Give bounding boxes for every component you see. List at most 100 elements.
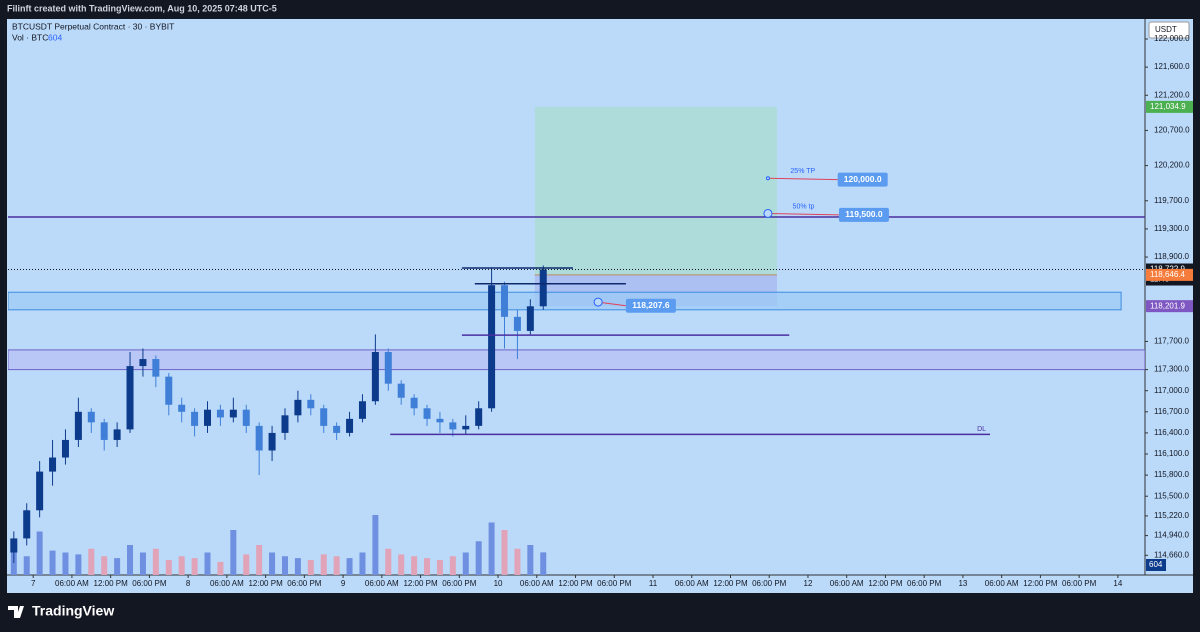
candle-body — [462, 425, 470, 430]
x-tick-label: 06:00 AM — [675, 579, 709, 588]
x-tick-label: 06:00 PM — [907, 579, 942, 588]
currency-box — [1148, 21, 1190, 39]
volume-bar — [281, 556, 288, 575]
x-tick-label: 7 — [31, 579, 36, 588]
volume-bar — [540, 552, 547, 575]
y-tick-label: 116,400.0 — [1154, 428, 1190, 437]
plot — [8, 106, 1145, 575]
volume-bar — [527, 545, 534, 575]
candle-body — [436, 418, 444, 423]
x-tick-label: 06:00 PM — [442, 579, 477, 588]
x-tick-label: 12 — [804, 579, 813, 588]
x-tick-label: 12:00 PM — [1023, 579, 1058, 588]
volume-bar — [424, 558, 431, 575]
x-tick-label: 06:00 AM — [520, 579, 554, 588]
brand-logo — [8, 606, 24, 618]
callout-label: 118,207.6 — [632, 300, 670, 310]
volume-bar — [333, 556, 340, 575]
y-tick-label: 117,000.0 — [1154, 386, 1190, 395]
volume-bar — [114, 558, 121, 575]
watermark: Filinft created with TradingView.com, Au… — [7, 3, 277, 13]
volume-bar — [23, 556, 30, 575]
x-tick-label: 11 — [649, 579, 658, 588]
y-tick-label: 122,000.0 — [1154, 34, 1190, 43]
candle-body — [526, 306, 534, 331]
x-tick-label: 06:00 AM — [210, 579, 244, 588]
volume-bar — [385, 548, 392, 575]
candle-body — [358, 401, 366, 419]
callout-text: 25% TP — [790, 168, 815, 175]
candle-body — [449, 422, 457, 430]
volume-bar — [320, 554, 327, 575]
candle-body — [126, 366, 134, 430]
line-label: DL — [977, 426, 986, 433]
volume-bar — [488, 522, 495, 575]
brand: TradingView — [32, 603, 114, 619]
volume-bar — [359, 552, 366, 575]
x-tick-label: 06:00 PM — [597, 579, 632, 588]
candle-body — [152, 359, 160, 377]
volume-bar — [217, 561, 224, 575]
x-tick-label: 06:00 AM — [365, 579, 399, 588]
candle-body — [294, 399, 302, 416]
candle-body — [346, 418, 354, 433]
candle-body — [113, 429, 121, 440]
volume-bar — [436, 560, 443, 575]
candle-body — [410, 397, 418, 409]
candle-body — [216, 409, 224, 418]
candle-body — [539, 269, 547, 307]
volume-badge-label: 604 — [1149, 560, 1163, 569]
callout-label: 120,000.0 — [844, 174, 882, 184]
volume-bar — [294, 558, 301, 575]
candle-body — [371, 352, 379, 402]
candle-body — [178, 404, 186, 412]
x-tick-label: 06:00 AM — [985, 579, 1019, 588]
y-tick-label: 119,700.0 — [1154, 196, 1190, 205]
candle-body — [23, 510, 31, 539]
x-tick-label: 12:00 PM — [94, 579, 129, 588]
currency: USDT — [1155, 25, 1177, 34]
price-label-box — [1146, 268, 1193, 281]
target-zone — [534, 106, 777, 275]
volume-bar — [449, 556, 456, 575]
x-tick-label: 13 — [958, 579, 967, 588]
volume-badge — [1146, 559, 1166, 571]
chart-title: BTCUSDT Perpetual Contract · 30 · BYBIT — [12, 21, 174, 31]
candle-body — [475, 408, 483, 426]
y-tick-label: 121,600.0 — [1154, 62, 1190, 71]
volume-bar — [398, 554, 405, 575]
candle-body — [100, 422, 108, 440]
candle-body — [397, 383, 405, 398]
x-tick-label: 12:00 PM — [248, 579, 283, 588]
callout-badge — [838, 207, 889, 222]
volume-bar — [49, 550, 56, 575]
y-tick-label: 120,700.0 — [1154, 126, 1190, 135]
price-label-box — [1146, 100, 1193, 113]
zone — [8, 291, 1122, 311]
volume-bar — [88, 548, 95, 575]
callout-text: 50% tp — [793, 203, 815, 210]
volume-bar — [475, 541, 482, 575]
volume-bar — [178, 556, 185, 575]
volume-bar — [372, 515, 379, 575]
callout-line — [767, 212, 839, 216]
candle-body — [384, 352, 392, 384]
y-tick-label: 117,700.0 — [1154, 337, 1190, 346]
x-tick-label: 9 — [341, 579, 346, 588]
callout-badge — [625, 298, 676, 313]
candle-body — [268, 432, 276, 451]
volume-label: Vol · BTC — [12, 32, 48, 42]
candle-body — [307, 399, 315, 409]
x-tick-label: 10 — [494, 579, 503, 588]
volume-bar — [462, 552, 469, 575]
candle-body — [255, 425, 263, 451]
volume-bar — [62, 552, 69, 575]
candle-body — [87, 411, 95, 423]
y-tick-label: 117,300.0 — [1154, 365, 1190, 374]
zone — [8, 349, 1145, 371]
y-tick-label: 114,940.0 — [1154, 531, 1190, 540]
callout-label: 119,500.0 — [845, 209, 883, 219]
y-tick-label: 115,500.0 — [1154, 491, 1190, 500]
callout-line — [767, 177, 838, 181]
